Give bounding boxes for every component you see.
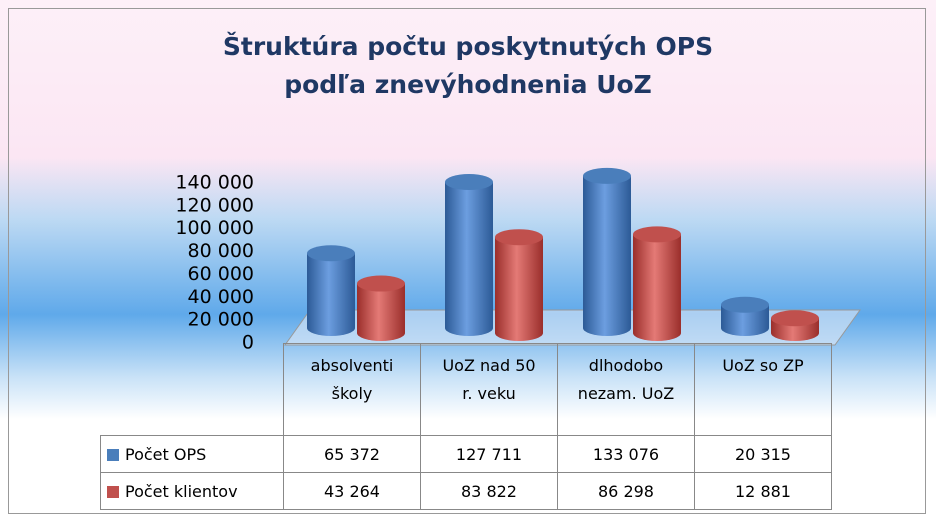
bar-part <box>307 245 355 262</box>
bar-part <box>583 167 631 184</box>
bar-part <box>307 253 355 328</box>
x-tick-label: dlhodobo nezam. UoZ <box>557 343 695 436</box>
series-row: Počet OPS 65 372 127 711 133 076 20 315 <box>100 435 832 473</box>
y-tick-label: 140 000 <box>175 172 254 194</box>
bar-part <box>633 226 681 243</box>
bar-part <box>495 229 543 246</box>
data-label: 20 315 <box>694 435 832 473</box>
y-tick-label: 60 000 <box>188 263 254 285</box>
bar-part <box>721 296 769 313</box>
bar <box>307 245 355 336</box>
data-label: 43 264 <box>283 472 421 510</box>
bar <box>633 226 681 341</box>
legend-label: Počet klientov <box>125 481 238 501</box>
data-label: 12 881 <box>694 472 832 510</box>
bar-part <box>771 310 819 327</box>
bar-part <box>583 175 631 328</box>
bar-part <box>445 182 493 328</box>
data-label: 133 076 <box>557 435 695 473</box>
legend-entry: Počet OPS <box>100 435 284 473</box>
legend-entry: Počet klientov <box>100 472 284 510</box>
data-table: absolventi školy UoZ nad 50 r. veku dlhodo… <box>100 343 832 510</box>
bar-part <box>633 234 681 333</box>
legend-swatch <box>107 485 119 498</box>
bar <box>583 167 631 336</box>
y-tick-label: 100 000 <box>175 217 254 239</box>
bar <box>357 275 405 341</box>
y-tick-label: 40 000 <box>188 286 254 308</box>
x-tick-label: absolventi školy <box>283 343 421 436</box>
bar <box>445 174 493 336</box>
bar <box>721 296 769 336</box>
bar-part <box>357 283 405 333</box>
corner <box>100 343 284 436</box>
bar-part <box>495 237 543 333</box>
legend-swatch <box>107 448 119 461</box>
bar <box>495 229 543 341</box>
y-tick-label: 20 000 <box>188 309 254 331</box>
data-label: 86 298 <box>557 472 695 510</box>
y-tick-label: 120 000 <box>175 194 254 216</box>
chart-frame <box>8 8 926 514</box>
bar <box>771 310 819 341</box>
data-label: 83 822 <box>420 472 558 510</box>
x-tick-label: UoZ nad 50 r. veku <box>420 343 558 436</box>
x-tick-label: UoZ so ZP <box>694 343 832 436</box>
category-row: absolventi školy UoZ nad 50 r. veku dlhodo… <box>100 343 832 436</box>
series-row: Počet klientov 43 264 83 822 86 298 12 881 <box>100 472 832 510</box>
y-tick-label: 80 000 <box>188 240 254 262</box>
chart-title: Štruktúra počtu poskytnutých OPS podľa z… <box>222 32 714 99</box>
bar-part <box>445 174 493 191</box>
data-label: 127 711 <box>420 435 558 473</box>
data-label: 65 372 <box>283 435 421 473</box>
bar-part <box>357 275 405 292</box>
legend-label: Počet OPS <box>125 444 207 464</box>
